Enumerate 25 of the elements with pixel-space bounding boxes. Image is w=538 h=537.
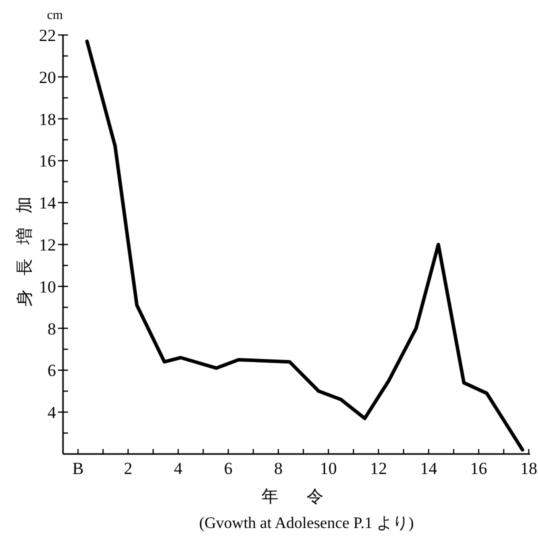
x-tick-label: 6 bbox=[224, 459, 233, 478]
x-tick-label: 18 bbox=[520, 459, 538, 478]
x-tick-label: 4 bbox=[174, 459, 183, 478]
y-tick-label: 16 bbox=[39, 152, 56, 171]
y-tick-label: 8 bbox=[48, 319, 56, 338]
y-tick-label: 10 bbox=[39, 277, 56, 296]
text: (Gvowth at Adolesence P.1 より) bbox=[199, 515, 414, 532]
x-tick-label: 12 bbox=[370, 459, 388, 478]
x-tick-label: B bbox=[72, 459, 84, 478]
y-tick-label: 22 bbox=[39, 26, 56, 45]
x-tick-label: 10 bbox=[320, 459, 337, 478]
y-tick-label: 20 bbox=[39, 68, 56, 87]
line-series bbox=[85, 40, 524, 452]
y-tick-label: 4 bbox=[48, 403, 56, 422]
x-tick-label: 14 bbox=[420, 459, 438, 478]
y-tick-label: 18 bbox=[39, 110, 56, 129]
x-axis-title: 年令 bbox=[262, 487, 352, 506]
y-axis-title: 身長増加 bbox=[15, 182, 34, 306]
y-tick-label: 6 bbox=[48, 361, 56, 380]
x-tick-label: 16 bbox=[470, 459, 488, 478]
x-tick-label: 2 bbox=[124, 459, 132, 478]
y-tick-label: 12 bbox=[39, 236, 56, 254]
x-tick-label: 8 bbox=[274, 459, 283, 478]
y-tick-label: 14 bbox=[39, 194, 56, 213]
text: cm bbox=[47, 7, 63, 22]
